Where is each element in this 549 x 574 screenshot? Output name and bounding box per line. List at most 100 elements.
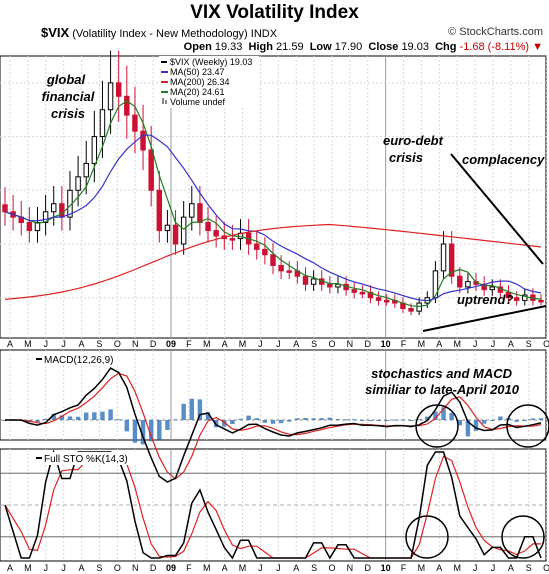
ma50-line	[4, 134, 542, 302]
candle-body	[513, 297, 520, 301]
candle-body	[83, 162, 89, 178]
chg-value: -1.68 (-8.11%)	[459, 41, 530, 53]
annotation-uptrend: uptrend?	[457, 292, 513, 307]
macd-histogram-bar	[140, 420, 146, 445]
month-label-sto: N	[347, 563, 354, 573]
month-label-sto: J	[44, 563, 49, 573]
macd-histogram-bar	[465, 420, 471, 437]
macd-circle-current	[506, 404, 549, 448]
candle-body	[262, 248, 268, 256]
macd-histogram-bar	[538, 418, 544, 420]
candle-body	[205, 222, 211, 232]
candle-body	[156, 189, 163, 232]
macd-histogram-bar	[490, 420, 495, 421]
candle-body	[440, 243, 447, 272]
macd-histogram-bar	[311, 418, 316, 420]
macd-histogram-bar	[59, 415, 65, 420]
sto-label-text: Full STO %K(14,3)	[44, 454, 128, 465]
candle-body	[51, 203, 57, 213]
month-label-price: 10	[381, 339, 391, 349]
open-label: Open	[183, 41, 212, 53]
macd-line	[5, 367, 542, 483]
macd-histogram-bar	[522, 420, 527, 421]
price-panel	[0, 55, 547, 339]
sto-circle-current	[501, 515, 545, 559]
macd-histogram-bar	[124, 420, 130, 432]
macd-panel	[0, 349, 547, 441]
macd-histogram-bar	[392, 419, 398, 421]
macd-histogram-bar	[343, 419, 349, 421]
month-label-sto: M	[453, 563, 461, 573]
candle-body	[197, 203, 203, 224]
month-label-price: D	[150, 339, 157, 349]
month-label-price: J	[491, 339, 496, 349]
month-label-price: M	[239, 339, 247, 349]
month-label-price: F	[186, 339, 192, 349]
candle-body	[359, 291, 366, 295]
candle-body	[457, 275, 463, 288]
candle-body	[164, 224, 171, 232]
annotation-gfc-2: financial	[42, 89, 95, 104]
month-label-price: O	[543, 339, 549, 349]
macd-histogram-bar	[230, 420, 235, 425]
candle-body	[213, 230, 219, 237]
macd-histogram-bar	[148, 420, 154, 442]
annotation-complacency: complacency	[462, 152, 545, 167]
candle-body	[229, 238, 236, 241]
macd-histogram-bar	[449, 412, 454, 420]
macd-signal-line	[5, 372, 542, 480]
month-label-sto: M	[24, 563, 32, 573]
candle-body	[254, 243, 260, 250]
month-label-price: J	[473, 339, 478, 349]
month-label-price: S	[96, 339, 102, 349]
low-value: 17.90	[334, 41, 363, 53]
macd-histogram-bar	[165, 420, 170, 430]
legend-label-price: $VIX (Weekly) 19.03	[170, 57, 252, 67]
symbol-line: $VIX (Volatility Index - New Methodology…	[41, 25, 277, 40]
month-label-price: A	[436, 339, 442, 349]
sto-panel	[0, 448, 547, 562]
candle-body	[465, 281, 471, 288]
macd-histogram-bar	[205, 412, 211, 420]
sto-circle-april	[405, 515, 449, 559]
down-arrow-icon: ▼	[532, 41, 543, 53]
month-label-sto: J	[61, 563, 66, 573]
low-label: Low	[309, 41, 332, 53]
legend-ma50: MA(50) 23.47	[161, 67, 225, 77]
candle-body	[180, 216, 187, 245]
macd-histogram-bar	[83, 412, 89, 420]
macd-histogram-bar	[157, 420, 162, 440]
candle-body	[416, 302, 422, 312]
candle-body	[26, 222, 33, 232]
candle-body	[59, 203, 65, 218]
macd-histogram-bar	[303, 417, 308, 420]
macd-histogram-bar	[254, 418, 259, 420]
macd-histogram-bar	[181, 403, 186, 420]
candle-body	[189, 203, 195, 218]
annotation-eurodebt-1: euro-debt	[383, 133, 444, 148]
high-value: 21.59	[276, 41, 304, 53]
symbol: $VIX	[41, 25, 70, 40]
month-label-sto: 09	[166, 563, 176, 573]
month-label-sto: J	[258, 563, 263, 573]
month-label-price: S	[526, 339, 532, 349]
macd-histogram-bar	[287, 420, 292, 422]
month-label-price: S	[311, 339, 317, 349]
candle-body	[34, 222, 41, 232]
candle-body	[505, 291, 512, 299]
month-label-sto: M	[203, 563, 211, 573]
macd-histogram-bar	[132, 420, 138, 443]
macd-histogram-bar	[197, 399, 203, 420]
macd-histogram-bar	[108, 409, 113, 420]
month-label-sto: D	[150, 563, 157, 573]
candle-body	[432, 270, 439, 299]
candle-body	[327, 283, 333, 288]
open-value: 19.33	[214, 41, 243, 53]
candle-body	[172, 224, 179, 245]
month-label-price: 09	[166, 339, 176, 349]
macd-histogram-bar	[498, 416, 503, 420]
annotation-gfc-1: global	[46, 72, 86, 87]
legend-price: $VIX (Weekly) 19.03	[161, 57, 252, 67]
annotation-stoch-1: stochastics and MACD	[371, 366, 512, 381]
